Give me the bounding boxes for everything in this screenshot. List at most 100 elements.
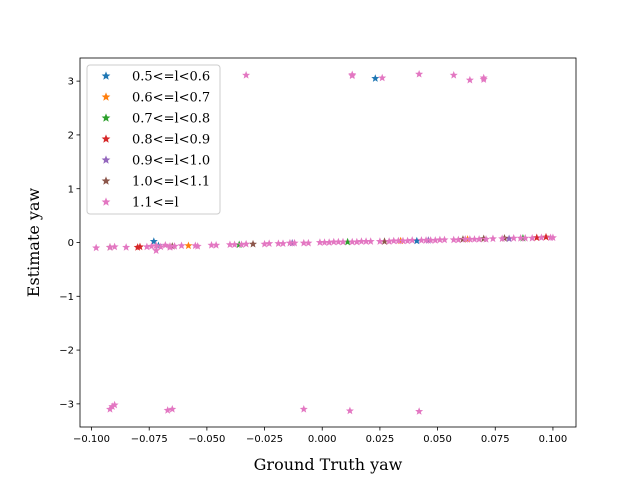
- data-point-series-7: [329, 237, 338, 246]
- legend-marker-series-7: [101, 197, 111, 206]
- data-point-series-7: [528, 234, 537, 242]
- data-point-series-7: [242, 239, 251, 248]
- data-point-series-7: [242, 71, 251, 79]
- y-tick-label: 1: [68, 184, 74, 195]
- data-point-series-7: [320, 238, 329, 246]
- y-axis-title: Estimate yaw: [24, 187, 43, 297]
- data-point-series-1: [149, 237, 158, 245]
- y-axis-ticks: −3 −2 −1 0 1 2 3: [59, 77, 80, 410]
- data-point-series-7: [465, 235, 474, 243]
- data-point-series-7: [479, 73, 488, 82]
- x-tick-label: 0.075: [481, 434, 510, 445]
- legend-marker-series-5: [101, 155, 111, 164]
- data-point-series-7: [325, 238, 334, 246]
- data-point-series-7: [435, 235, 444, 244]
- data-point-series-7: [449, 235, 458, 244]
- data-point-series-7: [92, 243, 101, 252]
- data-point-series-7: [230, 240, 239, 249]
- legend-label-series-7: 1.1<=l: [132, 196, 179, 211]
- legend-label-series-1: 0.5<=l<0.6: [132, 70, 210, 85]
- data-point-series-2: [184, 241, 193, 250]
- data-point-series-6: [380, 237, 389, 245]
- y-tick-label: 2: [68, 131, 74, 142]
- data-point-series-7: [237, 240, 246, 249]
- data-point-series-4: [133, 243, 142, 251]
- y-tick-label: −3: [59, 399, 74, 410]
- data-point-series-7: [207, 240, 216, 249]
- data-point-series-1: [371, 74, 380, 82]
- data-point-series-7: [449, 71, 458, 79]
- x-tick-label: −0.075: [131, 434, 168, 445]
- data-point-series-7: [106, 405, 114, 413]
- data-point-series-7: [345, 406, 354, 415]
- data-point-series-7: [193, 242, 202, 250]
- data-point-series-7: [163, 406, 172, 414]
- y-tick-label: −2: [59, 346, 74, 357]
- data-point-series-4: [532, 233, 541, 242]
- data-point-series-7: [304, 238, 313, 247]
- legend-label-series-4: 0.8<=l<0.9: [132, 133, 210, 148]
- y-tick-label: 0: [68, 238, 74, 249]
- data-point-series-7: [334, 237, 343, 246]
- legend-label-series-2: 0.6<=l<0.7: [132, 91, 210, 106]
- data-point-series-7: [161, 240, 170, 249]
- legend-label-series-3: 0.7<=l<0.8: [132, 112, 210, 127]
- x-tick-label: −0.100: [73, 434, 110, 445]
- data-point-series-7: [156, 242, 165, 251]
- data-point-series-7: [415, 69, 424, 78]
- data-point-series-7: [378, 73, 387, 82]
- y-tick-label: 3: [68, 77, 74, 88]
- data-point-series-7: [366, 237, 375, 245]
- data-point-series-7: [170, 242, 179, 250]
- data-point-series-7: [290, 238, 299, 247]
- data-point-series-7: [389, 236, 398, 245]
- legend-marker-series-3: [101, 113, 111, 122]
- data-point-series-7: [465, 75, 474, 84]
- data-point-series-7: [348, 237, 357, 246]
- data-point-series-7: [142, 242, 151, 251]
- data-point-series-7: [165, 243, 174, 251]
- data-point-series-7: [440, 235, 449, 244]
- data-point-series-7: [315, 238, 324, 246]
- data-point-series-5: [505, 234, 514, 243]
- x-tick-label: 0.050: [423, 434, 452, 445]
- data-point-series-7: [168, 405, 177, 413]
- data-point-series-7: [431, 236, 440, 244]
- legend: 0.5<=l<0.6 0.6<=l<0.7 0.7<=l<0.8 0.8<=l<0.9…: [86, 64, 221, 215]
- data-point-series-7: [352, 237, 361, 246]
- x-tick-label: 0.000: [308, 434, 337, 445]
- x-tick-label: −0.050: [188, 434, 225, 445]
- legend-marker-series-1: [101, 71, 111, 80]
- data-point-series-7: [147, 242, 156, 250]
- legend-label-series-6: 1.0<=l<1.1: [132, 175, 210, 190]
- data-point-series-7: [152, 241, 161, 250]
- y-tick-label: −1: [59, 292, 74, 303]
- legend-box: [86, 64, 221, 215]
- legend-marker-series-2: [101, 92, 111, 101]
- data-point-series-7: [110, 400, 119, 409]
- data-point-series-7: [299, 238, 308, 247]
- data-point-series-7: [548, 233, 557, 242]
- data-point-series-7: [403, 236, 412, 245]
- data-point-series-7: [537, 233, 546, 242]
- data-point-series-6: [249, 239, 258, 248]
- x-tick-label: 0.100: [539, 434, 568, 445]
- data-point-series-7: [265, 239, 274, 247]
- data-point-series-3: [343, 237, 352, 246]
- data-point-series-7: [415, 407, 424, 415]
- data-point-series-7: [408, 236, 417, 244]
- x-tick-label: −0.025: [246, 434, 283, 445]
- data-point-series-7: [454, 235, 463, 244]
- x-axis-ticks: −0.100 −0.075 −0.050 −0.025 0.000 0.025 0.050 0…: [73, 427, 567, 445]
- data-point-series-7: [426, 236, 435, 244]
- data-point-series-7: [274, 239, 283, 247]
- data-point-series-7: [422, 236, 431, 244]
- data-point-series-7: [498, 234, 507, 243]
- data-point-series-7: [394, 236, 403, 245]
- data-point-series-7: [152, 246, 161, 254]
- data-point-series-7: [108, 402, 117, 410]
- data-point-series-7: [509, 234, 518, 242]
- data-point-series-7: [106, 243, 114, 251]
- data-point-series-7: [285, 238, 294, 247]
